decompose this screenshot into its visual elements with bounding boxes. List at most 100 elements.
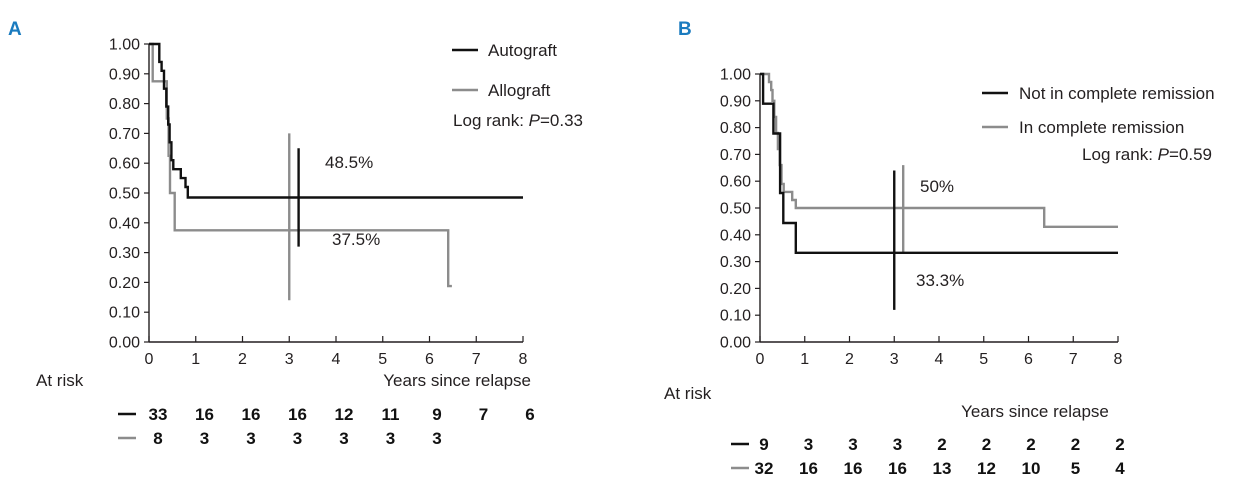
panel-a-x-tick-label: 6: [425, 351, 434, 368]
panel-a-y-tick-label: 0.20: [109, 275, 140, 292]
legend-label-in-cr: In complete remission: [1019, 118, 1184, 137]
panel-b-at-risk-count: 5: [1071, 459, 1080, 477]
panel-a-at-risk-count: 33: [149, 405, 168, 424]
panel-a-y-tick-label: 0.00: [109, 335, 140, 352]
panel-a-at-risk-count: 7: [479, 405, 488, 424]
panel-b-at-risk-count: 3: [893, 435, 902, 454]
panel-b-marks: 0.00 0.10 0.20 0.30 0.40 0.50 0.60 0.70 0.80 0.90…: [720, 67, 1123, 369]
panel-a-x-tick-label: 7: [472, 351, 481, 368]
panel-a-at-risk-count: 8: [153, 429, 162, 448]
panel-a-at-risk-count: 16: [195, 405, 214, 424]
panel-b-at-risk-count: 9: [759, 435, 768, 454]
panel-a-at-risk-count: 3: [339, 429, 348, 448]
panel-b-x-tick-label: 6: [1024, 351, 1033, 368]
legend-label-allograft: Allograft: [488, 81, 551, 100]
panel-b-x-tick-label: 5: [979, 351, 988, 368]
panel-a-x-tick-label: 0: [145, 351, 154, 368]
panel-a-at-risk-count: 3: [432, 429, 441, 448]
panel-b-survival-curve-in-complete-remission: [760, 72, 1118, 228]
panel-letter-a: A: [8, 19, 22, 40]
panel-a-x-tick-label: 2: [238, 351, 247, 368]
panel-a-y-tick-label: 0.10: [109, 305, 140, 322]
panel-b-at-risk-count: 3: [848, 435, 857, 454]
log-rank-label-a: Log rank: P=0.33: [453, 111, 583, 130]
panel-a-x-tick-label: 5: [378, 351, 387, 368]
panel-b-at-risk-count: 12: [977, 459, 996, 477]
panel-a-at-risk-count: 3: [386, 429, 395, 448]
log-rank-label-b: Log rank: P=0.59: [1082, 145, 1212, 164]
panel-a-survival-curve-autograft: [149, 42, 523, 199]
annotation-in-cr: 50%: [920, 177, 954, 196]
panel-a-x-tick-label: 1: [191, 351, 200, 368]
panel-b-at-risk-count: 16: [844, 459, 863, 477]
panel-b-y-tick-label: 0.30: [720, 254, 751, 271]
panel-b-y-tick-label: 0.50: [720, 201, 751, 218]
panel-b: B 0.000.100.200.300.400.500.600.700.800.…: [664, 19, 1215, 477]
panel-b-y-tick-label: 0.60: [720, 174, 751, 191]
panel-b-x-tick-label: 7: [1069, 351, 1078, 368]
panel-a-y-tick-label: 0.40: [109, 215, 140, 232]
panel-b-survival-curve-not-in-complete-remission: [760, 72, 1118, 254]
x-axis-title-a: Years since relapse: [383, 371, 531, 390]
panel-a-at-risk-count: 12: [335, 405, 354, 424]
panel-b-x-tick-label: 3: [890, 351, 899, 368]
panel-a-marks: 0.00 0.10 0.20 0.30 0.40 0.50 0.60 0.70 0.80 0.90…: [109, 37, 528, 369]
panel-a-y-tick-label: 0.50: [109, 186, 140, 203]
panel-a-at-risk-count: 16: [242, 405, 261, 424]
panel-a-y-tick-label: 0.80: [109, 96, 140, 113]
panel-b-y-tick-label: 0.20: [720, 281, 751, 298]
panel-b-y-tick-label: 0.40: [720, 227, 751, 244]
annotation-not-in-cr: 33.3%: [916, 271, 964, 290]
panel-b-y-tick-label: 0.70: [720, 147, 751, 164]
panel-b-at-risk-count: 4: [1115, 459, 1125, 477]
panel-b-at-risk-count: 2: [937, 435, 946, 454]
panel-a-at-risk-count: 16: [288, 405, 307, 424]
panel-a-y-tick-label: 0.70: [109, 126, 140, 143]
panel-b-at-risk-count: 2: [1071, 435, 1080, 454]
at-risk-label-a: At risk: [36, 371, 84, 390]
panel-a-survival-curve-allograft: [149, 42, 452, 288]
panel-a-x-tick-label: 8: [519, 351, 528, 368]
panel-a-legend: Autograft Allograft Log rank: P=0.33: [452, 41, 583, 130]
panel-a-y-tick-label: 0.90: [109, 66, 140, 83]
panel-b-at-risk-count: 3: [804, 435, 813, 454]
panel-a-at-risk-count: 11: [382, 405, 400, 424]
panel-a-x-tick-label: 3: [285, 351, 294, 368]
panel-letter-b: B: [678, 19, 692, 40]
at-risk-numbers-a: 33 16 16 16 12 11 9 7 68 3 3 3 3 3 3: [149, 405, 535, 448]
panel-b-y-tick-label: 0.10: [720, 308, 751, 325]
panel-b-at-risk-count: 10: [1022, 459, 1041, 477]
panel-b-at-risk-count: 13: [933, 459, 952, 477]
annotation-allograft: 37.5%: [332, 230, 380, 249]
panel-b-x-tick-label: 8: [1114, 351, 1123, 368]
panel-b-y-tick-label: 0.00: [720, 335, 751, 352]
panel-b-y-tick-label: 1.00: [720, 67, 751, 84]
panel-a-at-risk-count: 6: [525, 405, 534, 424]
panel-b-y-tick-label: 0.80: [720, 120, 751, 137]
panel-b-x-tick-label: 0: [756, 351, 765, 368]
panel-a-at-risk-count: 3: [293, 429, 302, 448]
panel-a-y-tick-label: 0.30: [109, 245, 140, 262]
at-risk-label-b: At risk: [664, 384, 712, 403]
panel-a-y-tick-label: 1.00: [109, 37, 140, 54]
panel-a-y-tick-label: 0.60: [109, 156, 140, 173]
legend-label-autograft: Autograft: [488, 41, 557, 60]
panel-b-at-risk-count: 2: [982, 435, 991, 454]
panel-b-x-tick-label: 1: [800, 351, 809, 368]
panel-b-x-tick-label: 2: [845, 351, 854, 368]
panel-b-legend: Not in complete remission In complete re…: [982, 84, 1215, 164]
panel-b-at-risk-count: 32: [755, 459, 774, 477]
at-risk-numbers-b: 9 3 3 3 2 2 2 2 232 16 16 16 13 12 10 5 4: [755, 435, 1126, 477]
panel-b-at-risk-count: 2: [1026, 435, 1035, 454]
x-axis-title-b: Years since relapse: [961, 402, 1109, 421]
panel-a: A 0.000.100.200.300.400.500.600.700.800.…: [8, 19, 583, 448]
panel-a-at-risk-count: 9: [432, 405, 441, 424]
panel-b-at-risk-count: 2: [1115, 435, 1124, 454]
panel-b-x-tick-label: 4: [935, 351, 944, 368]
annotation-autograft: 48.5%: [325, 153, 373, 172]
panel-a-at-risk-count: 3: [246, 429, 255, 448]
panel-b-at-risk-count: 16: [799, 459, 818, 477]
panel-b-at-risk-count: 16: [888, 459, 907, 477]
panel-b-y-tick-label: 0.90: [720, 93, 751, 110]
